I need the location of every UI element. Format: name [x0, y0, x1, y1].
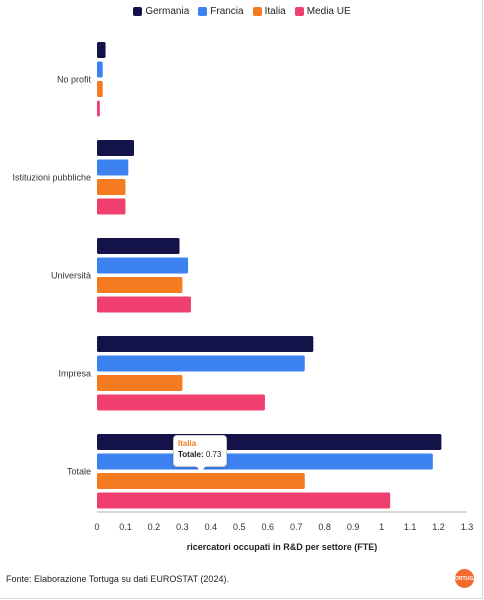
- bar-0-3[interactable]: [97, 100, 100, 117]
- bar-2-2[interactable]: [97, 277, 183, 293]
- bar-3-2[interactable]: [97, 375, 183, 391]
- legend-item-3[interactable]: Media UE: [294, 6, 351, 17]
- bar-0-2[interactable]: [97, 81, 103, 97]
- bar-3-1[interactable]: [97, 355, 305, 372]
- tooltip-label: Totale:: [178, 450, 204, 459]
- bar-4-2[interactable]: [97, 473, 305, 489]
- tortuga-logo: TORTUGA: [452, 569, 477, 588]
- legend-swatch: [133, 7, 143, 16]
- bar-2-1[interactable]: [97, 257, 189, 274]
- x-tick-label: 0.9: [347, 522, 360, 532]
- x-tick-label: 1.2: [432, 522, 445, 532]
- x-tick-label: 0.1: [119, 522, 132, 532]
- logo-text: TORTUGA: [452, 575, 477, 582]
- bar-1-1[interactable]: [97, 159, 129, 176]
- x-tick-label: 1: [379, 522, 384, 532]
- legend-item-1[interactable]: Francia: [198, 6, 244, 17]
- x-tick-label: 0.8: [318, 522, 331, 532]
- chart-tooltip: Italia Totale: 0.73: [173, 435, 227, 472]
- bar-4-1[interactable]: [97, 453, 433, 470]
- category-label: No profit: [57, 74, 92, 84]
- legend-label: Germania: [145, 6, 190, 17]
- legend-item-0[interactable]: Germania: [133, 6, 189, 17]
- bar-1-3[interactable]: [97, 198, 126, 215]
- bar-2-0[interactable]: [97, 238, 180, 254]
- x-tick-label: 0.2: [148, 522, 161, 532]
- tooltip-title: Italia: [178, 439, 197, 448]
- x-tick-label: 1.1: [404, 522, 417, 532]
- x-tick-label: 1.3: [461, 522, 474, 532]
- bar-4-3[interactable]: [97, 492, 391, 509]
- legend-item-2[interactable]: Italia: [252, 6, 286, 17]
- legend-label: Italia: [264, 6, 286, 17]
- category-label: Totale: [67, 466, 91, 476]
- legend-label: Francia: [210, 6, 244, 17]
- bar-2-3[interactable]: [97, 296, 191, 313]
- bar-3-0[interactable]: [97, 336, 314, 352]
- category-label: Impresa: [58, 368, 91, 378]
- bar-0-0[interactable]: [97, 42, 106, 58]
- chart-legend: Germania Francia Italia Media UE: [0, 6, 484, 17]
- source-note: Fonte: Elaborazione Tortuga su dati EURO…: [6, 574, 229, 584]
- x-axis-title: ricercatori occupati in R&D per settore …: [187, 542, 378, 552]
- legend-label: Media UE: [306, 6, 351, 17]
- category-label: Istituzioni pubbliche: [12, 172, 91, 182]
- tooltip-value: 0.73: [205, 450, 222, 459]
- bar-1-0[interactable]: [97, 140, 134, 156]
- x-tick-label: 0.6: [262, 522, 275, 532]
- x-tick-label: 0.4: [205, 522, 218, 532]
- x-tick-label: 0.7: [290, 522, 303, 532]
- bar-4-0[interactable]: [97, 434, 442, 450]
- legend-swatch: [252, 7, 262, 16]
- bar-0-1[interactable]: [97, 61, 103, 78]
- x-tick-label: 0: [94, 522, 99, 532]
- bar-1-2[interactable]: [97, 179, 126, 195]
- x-tick-label: 0.3: [176, 522, 189, 532]
- x-tick-label: 0.5: [233, 522, 246, 532]
- bar-3-3[interactable]: [97, 394, 265, 411]
- legend-swatch: [294, 7, 304, 16]
- legend-swatch: [198, 7, 208, 16]
- category-label: Università: [51, 270, 91, 280]
